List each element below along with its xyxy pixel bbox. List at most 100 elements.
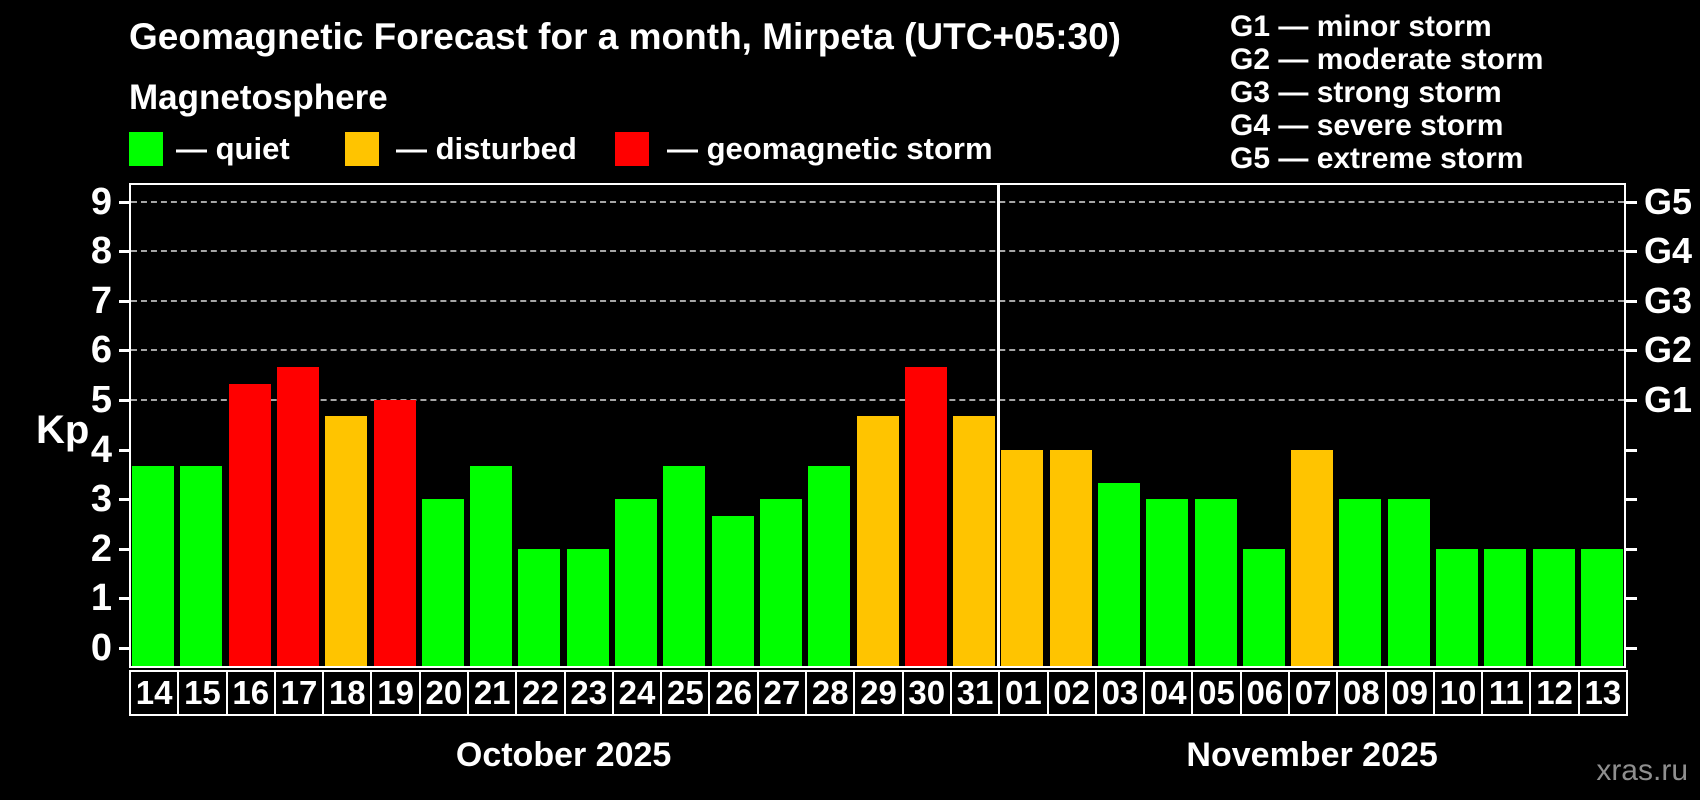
y-tick-label-9: 9 [90, 180, 112, 223]
kp-bar-nov-12 [1532, 548, 1575, 666]
kp-bar-oct-29 [856, 416, 899, 666]
y-tick-8 [119, 250, 129, 254]
y-tick-label-7: 7 [90, 279, 112, 322]
day-label-nov-13: 13 [1577, 670, 1628, 716]
kp-bar-nov-11 [1484, 548, 1527, 666]
kp-bar-oct-24 [615, 499, 658, 666]
kp-bar-oct-23 [566, 548, 609, 666]
y-tick-0 [119, 647, 129, 650]
day-label-nov-11: 11 [1481, 670, 1532, 716]
kp-bar-oct-17 [277, 366, 320, 666]
g-scale-legend: G1 — minor storm G2 — moderate storm G3 … [1230, 10, 1543, 175]
kp-bar-nov-06 [1242, 548, 1285, 666]
day-label-oct-16: 16 [225, 670, 276, 716]
day-label-oct-18: 18 [322, 670, 373, 716]
day-label-oct-28: 28 [805, 670, 856, 716]
right-tick-3 [1626, 498, 1637, 502]
chart-title: Geomagnetic Forecast for a month, Mirpet… [129, 16, 1122, 57]
disturbed-legend-label: — disturbed [396, 131, 577, 166]
gridline-kp-6 [131, 349, 1624, 352]
y-tick-label-1: 1 [90, 577, 112, 620]
day-label-row: 14 15 16 17 18 19 20 21 22 23 24 25 26 27 28 29 30 31 01 02… [129, 670, 1628, 716]
day-label-oct-19: 19 [370, 670, 421, 716]
day-label-oct-26: 26 [708, 670, 759, 716]
kp-bar-nov-08 [1339, 499, 1382, 666]
g4-legend-line: G4 — severe storm [1230, 109, 1504, 142]
day-label-nov-02: 02 [1046, 670, 1097, 716]
right-tick-4 [1626, 448, 1637, 452]
kp-bar-nov-10 [1435, 548, 1478, 666]
gridline-kp-7 [131, 299, 1624, 302]
gridline-kp-5 [131, 399, 1624, 401]
right-tick-9 [1626, 200, 1637, 204]
g-axis-label-G5: G5 [1644, 180, 1693, 222]
y-tick-label-5: 5 [90, 379, 112, 421]
day-label-oct-24: 24 [611, 670, 663, 716]
storm-legend-label: — geomagnetic storm [667, 131, 993, 166]
magnetosphere-label: Magnetosphere [129, 78, 388, 117]
y-tick-6 [119, 349, 129, 353]
day-label-oct-29: 29 [853, 670, 904, 716]
kp-bar-oct-18 [325, 416, 368, 666]
kp-bar-oct-14 [132, 465, 175, 666]
g-axis-label-G3: G3 [1644, 279, 1693, 321]
day-label-oct-17: 17 [273, 670, 325, 716]
g5-legend-line: G5 — extreme storm [1230, 142, 1524, 175]
right-tick-5 [1626, 399, 1637, 402]
quiet-legend-label: — quiet [176, 131, 290, 166]
y-tick-label-4: 4 [90, 428, 112, 471]
day-label-nov-08: 08 [1336, 670, 1387, 716]
right-tick-6 [1626, 349, 1637, 353]
month-label-october: October 2025 [455, 736, 672, 774]
day-label-nov-10: 10 [1432, 670, 1484, 716]
day-label-oct-20: 20 [418, 670, 470, 716]
y-tick-5 [119, 399, 129, 402]
y-tick-7 [119, 299, 129, 303]
day-label-oct-31: 31 [949, 670, 1001, 716]
kp-bar-oct-26 [711, 515, 754, 666]
kp-bar-nov-04 [1146, 499, 1189, 666]
right-tick-2 [1626, 547, 1637, 551]
g-axis-label-G1: G1 [1644, 379, 1693, 420]
right-tick-7 [1626, 299, 1637, 303]
right-tick-0 [1626, 647, 1637, 650]
month-label-november: November 2025 [1186, 736, 1438, 774]
y-tick-label-3: 3 [90, 478, 112, 521]
storm-legend-swatch [615, 132, 649, 166]
kp-bar-nov-09 [1387, 499, 1430, 666]
day-label-nov-07: 07 [1287, 670, 1339, 716]
day-label-nov-12: 12 [1529, 670, 1580, 716]
kp-bar-oct-21 [470, 465, 513, 666]
watermark: xras.ru [1596, 754, 1688, 787]
kp-bar-nov-03 [1097, 482, 1140, 666]
kp-bar-oct-27 [759, 499, 802, 666]
day-label-nov-09: 09 [1384, 670, 1435, 716]
y-tick-4 [119, 448, 129, 452]
kp-bar-oct-22 [518, 548, 561, 666]
day-label-oct-21: 21 [467, 670, 518, 716]
kp-bar-oct-30 [904, 366, 947, 666]
day-label-oct-15: 15 [177, 670, 228, 716]
g-axis-label-G4: G4 [1644, 230, 1693, 272]
kp-bar-nov-05 [1194, 499, 1237, 666]
plot-area [129, 183, 1626, 668]
quiet-legend-swatch [129, 132, 163, 166]
gridline-kp-8 [131, 250, 1624, 253]
g2-legend-line: G2 — moderate storm [1230, 43, 1544, 76]
right-tick-1 [1626, 597, 1637, 601]
kp-bar-nov-01 [1001, 449, 1044, 666]
day-label-oct-30: 30 [901, 670, 952, 716]
kp-bar-oct-16 [228, 383, 271, 666]
g-axis-label-G2: G2 [1644, 329, 1693, 371]
y-tick-label-2: 2 [90, 527, 112, 570]
day-label-oct-14: 14 [129, 670, 180, 716]
y-tick-9 [119, 200, 129, 204]
kp-bar-oct-28 [808, 465, 851, 666]
kp-axis-title: Kp [36, 408, 90, 452]
y-tick-1 [119, 597, 129, 601]
day-label-oct-23: 23 [563, 670, 614, 716]
day-label-oct-25: 25 [660, 670, 711, 716]
y-tick-3 [119, 498, 129, 502]
day-label-nov-03: 03 [1094, 670, 1146, 716]
